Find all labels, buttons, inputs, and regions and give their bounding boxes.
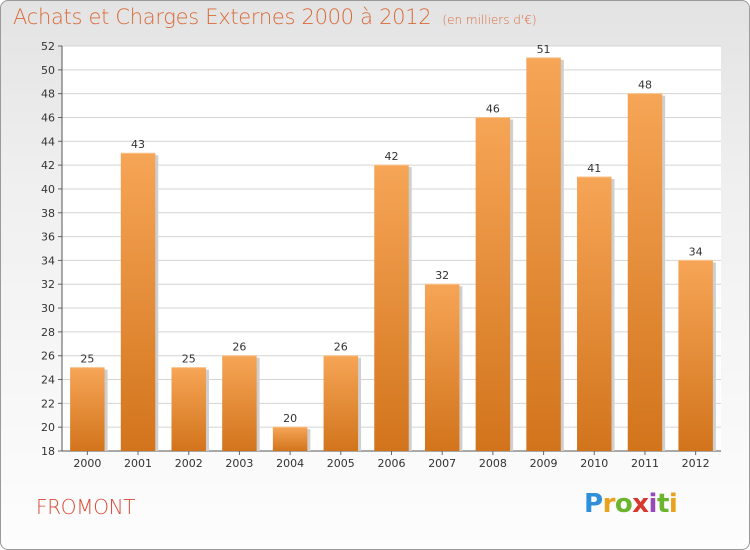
- bar-2004: [272, 427, 308, 451]
- x-tick-label: 2006: [378, 457, 406, 470]
- data-label: 26: [232, 341, 246, 354]
- y-tick-label: 42: [41, 159, 55, 172]
- y-tick-label: 46: [41, 111, 55, 124]
- data-label: 43: [131, 138, 145, 151]
- bar-2000: [70, 367, 105, 451]
- y-tick-label: 38: [41, 207, 55, 220]
- y-tick-label: 26: [41, 350, 55, 363]
- y-tick-label: 40: [41, 183, 55, 196]
- bar-2008: [475, 117, 511, 452]
- y-tick-label: 28: [41, 326, 55, 339]
- y-tick-label: 50: [41, 64, 55, 77]
- y-tick-label: 36: [41, 231, 55, 244]
- bar-2007: [424, 284, 460, 451]
- data-label: 48: [638, 79, 652, 92]
- data-label: 25: [182, 353, 196, 366]
- x-tick-label: 2011: [631, 457, 659, 470]
- bar-2011: [627, 93, 663, 451]
- chart-title: Achats et Charges Externes 2000 à 2012: [13, 5, 432, 29]
- y-tick-label: 48: [41, 88, 55, 101]
- x-tick-label: 2009: [530, 457, 558, 470]
- y-tick-label: 34: [41, 254, 55, 267]
- data-label: 26: [334, 341, 348, 354]
- data-label: 51: [537, 43, 551, 56]
- x-tick-label: 2004: [276, 457, 304, 470]
- data-label: 32: [435, 269, 449, 282]
- bar-2009: [526, 57, 561, 451]
- y-tick-label: 24: [41, 374, 55, 387]
- x-tick-label: 2002: [175, 457, 203, 470]
- y-tick-label: 44: [41, 135, 55, 148]
- x-tick-label: 2005: [327, 457, 355, 470]
- x-tick-label: 2000: [73, 457, 101, 470]
- bar-2012: [678, 260, 713, 451]
- bar-2001: [120, 153, 156, 452]
- data-label: 46: [486, 102, 500, 115]
- data-label: 20: [283, 412, 297, 425]
- y-tick-label: 32: [41, 278, 55, 291]
- y-tick-label: 18: [41, 445, 55, 458]
- data-label: 42: [385, 150, 399, 163]
- bar-2005: [323, 355, 359, 451]
- x-tick-label: 2012: [682, 457, 710, 470]
- bar-2002: [171, 367, 206, 451]
- y-tick-label: 22: [41, 397, 55, 410]
- x-tick-label: 2003: [225, 457, 253, 470]
- proxiti-logo: Proxiti: [584, 489, 678, 519]
- x-tick-label: 2008: [479, 457, 507, 470]
- x-tick-label: 2001: [124, 457, 152, 470]
- bar-2003: [222, 355, 257, 451]
- y-tick-label: 30: [41, 302, 55, 315]
- x-tick-label: 2007: [428, 457, 456, 470]
- bar-2010: [577, 177, 612, 451]
- chart-unit: (en milliers d'€): [442, 13, 537, 27]
- y-tick-label: 52: [41, 40, 55, 53]
- data-label: 41: [587, 162, 601, 175]
- data-label: 34: [689, 245, 703, 258]
- y-tick-label: 20: [41, 421, 55, 434]
- commune-name: FROMONT: [36, 495, 136, 519]
- chart-title-block: Achats et Charges Externes 2000 à 2012 (…: [13, 5, 537, 29]
- x-tick-label: 2010: [580, 457, 608, 470]
- bar-2006: [374, 165, 409, 451]
- data-label: 25: [80, 353, 94, 366]
